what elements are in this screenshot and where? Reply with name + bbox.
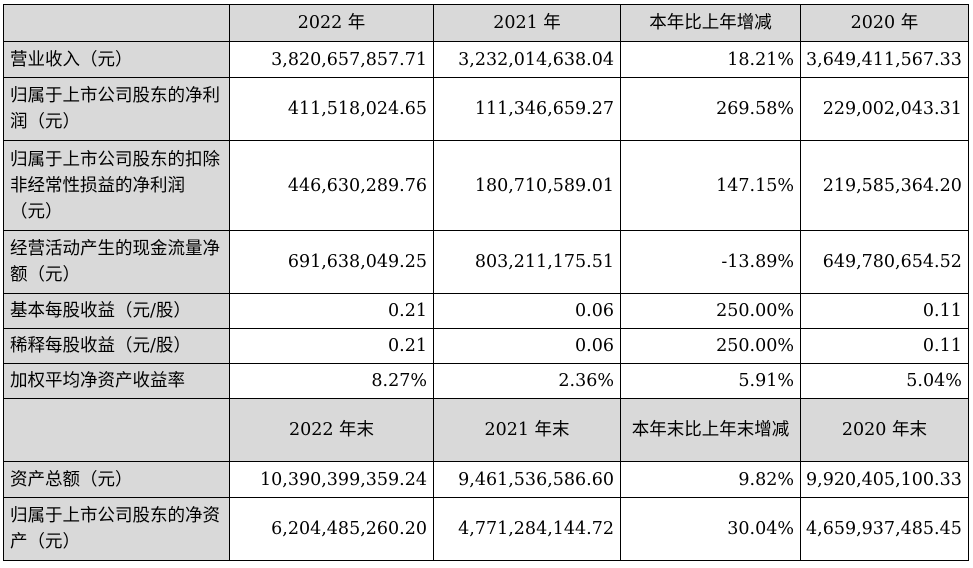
value-2021: 9,461,536,586.60	[433, 461, 621, 498]
value-2022: 6,204,485,260.20	[229, 497, 434, 561]
table-row: 归属于上市公司股东的净资产（元） 6,204,485,260.20 4,771,…	[3, 497, 969, 561]
value-change: 250.00%	[620, 293, 801, 329]
table-row: 营业收入（元） 3,820,657,857.71 3,232,014,638.0…	[3, 41, 969, 78]
value-2020: 219,585,364.20	[800, 140, 969, 231]
header-corner-cell	[3, 398, 230, 462]
value-2022: 8.27%	[229, 363, 434, 399]
table-row: 经营活动产生的现金流量净额（元） 691,638,049.25 803,211,…	[3, 230, 969, 294]
value-2021: 111,346,659.27	[433, 77, 621, 141]
value-change: 269.58%	[620, 77, 801, 141]
header-yoy-change-end: 本年末比上年末增减	[620, 398, 801, 462]
value-2021: 2.36%	[433, 363, 621, 399]
table-row: 加权平均净资产收益率 8.27% 2.36% 5.91% 5.04%	[3, 363, 969, 399]
value-2020: 0.11	[800, 293, 969, 329]
value-2021: 3,232,014,638.04	[433, 41, 621, 78]
value-2022: 411,518,024.65	[229, 77, 434, 141]
value-2021: 180,710,589.01	[433, 140, 621, 231]
value-change: 5.91%	[620, 363, 801, 399]
table-row: 稀释每股收益（元/股） 0.21 0.06 250.00% 0.11	[3, 328, 969, 364]
row-label: 加权平均净资产收益率	[3, 363, 230, 399]
row-label: 资产总额（元）	[3, 461, 230, 498]
header-2022-end: 2022 年末	[229, 398, 434, 462]
row-label: 经营活动产生的现金流量净额（元）	[3, 230, 230, 294]
value-2020: 4,659,937,485.45	[800, 497, 969, 561]
header-2020-end: 2020 年末	[800, 398, 969, 462]
value-2020: 9,920,405,100.33	[800, 461, 969, 498]
value-2022: 691,638,049.25	[229, 230, 434, 294]
value-2020: 5.04%	[800, 363, 969, 399]
header-yoy-change: 本年比上年增减	[620, 4, 801, 42]
value-2020: 649,780,654.52	[800, 230, 969, 294]
value-2022: 10,390,399,359.24	[229, 461, 434, 498]
value-2021: 0.06	[433, 328, 621, 364]
table-row: 基本每股收益（元/股） 0.21 0.06 250.00% 0.11	[3, 293, 969, 329]
value-2020: 3,649,411,567.33	[800, 41, 969, 78]
value-2020: 229,002,043.31	[800, 77, 969, 141]
value-2022: 0.21	[229, 328, 434, 364]
value-change: 9.82%	[620, 461, 801, 498]
header-2021: 2021 年	[433, 4, 621, 42]
value-change: -13.89%	[620, 230, 801, 294]
value-2022: 446,630,289.76	[229, 140, 434, 231]
row-label: 归属于上市公司股东的净资产（元）	[3, 497, 230, 561]
value-change: 147.15%	[620, 140, 801, 231]
value-2022: 3,820,657,857.71	[229, 41, 434, 78]
table-row: 归属于上市公司股东的扣除非经常性损益的净利润（元） 446,630,289.76…	[3, 140, 969, 231]
row-label: 归属于上市公司股东的扣除非经常性损益的净利润（元）	[3, 140, 230, 231]
value-2022: 0.21	[229, 293, 434, 329]
row-label: 基本每股收益（元/股）	[3, 293, 230, 329]
row-label: 稀释每股收益（元/股）	[3, 328, 230, 364]
table-row: 资产总额（元） 10,390,399,359.24 9,461,536,586.…	[3, 461, 969, 498]
table-header-row: 2022 年 2021 年 本年比上年增减 2020 年	[3, 4, 969, 42]
value-change: 18.21%	[620, 41, 801, 78]
table-row: 归属于上市公司股东的净利润（元） 411,518,024.65 111,346,…	[3, 77, 969, 141]
row-label: 营业收入（元）	[3, 41, 230, 78]
header-corner-cell	[3, 4, 230, 42]
value-2021: 0.06	[433, 293, 621, 329]
value-change: 30.04%	[620, 497, 801, 561]
table-header-row-year-end: 2022 年末 2021 年末 本年末比上年末增减 2020 年末	[3, 398, 969, 462]
value-2020: 0.11	[800, 328, 969, 364]
value-2021: 803,211,175.51	[433, 230, 621, 294]
value-change: 250.00%	[620, 328, 801, 364]
header-2021-end: 2021 年末	[433, 398, 621, 462]
key-financial-data-table: 2022 年 2021 年 本年比上年增减 2020 年 营业收入（元） 3,8…	[3, 4, 969, 561]
value-2021: 4,771,284,144.72	[433, 497, 621, 561]
header-2020: 2020 年	[800, 4, 969, 42]
header-2022: 2022 年	[229, 4, 434, 42]
row-label: 归属于上市公司股东的净利润（元）	[3, 77, 230, 141]
